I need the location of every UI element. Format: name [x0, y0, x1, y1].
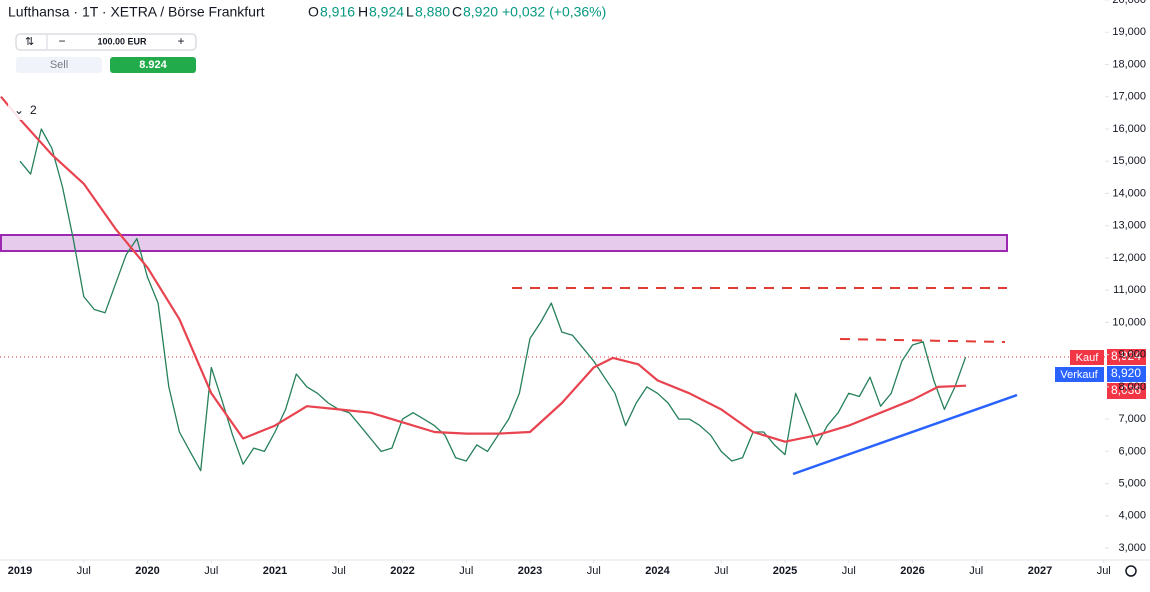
x-tick-label: 2024: [645, 565, 670, 577]
x-tick-label: 2023: [518, 565, 542, 577]
y-tick-label: 6,000: [1118, 445, 1146, 457]
x-tick-label: Jul: [204, 565, 218, 577]
verkauf-badge: [1055, 367, 1104, 382]
settings-icon[interactable]: [1125, 565, 1137, 577]
trend-line: [792, 393, 1018, 476]
x-tick-label: Jul: [714, 565, 728, 577]
x-tick-label: Jul: [459, 565, 473, 577]
indicator-toggle[interactable]: [8, 102, 40, 120]
change: +0,032 (+0,36%): [502, 4, 606, 20]
ohlc-label: O: [308, 4, 319, 20]
y-tick-label: 12,000: [1112, 252, 1146, 264]
x-tick-label: Jul: [969, 565, 983, 577]
price-line: [19, 128, 967, 472]
y-tick-label: 4,000: [1118, 510, 1146, 522]
y-tick-label: 14,000: [1112, 187, 1146, 199]
ohlc-value: 8,924: [369, 4, 404, 20]
moving-average: [0, 95, 967, 443]
x-tick-label: 2021: [263, 565, 287, 577]
quantity-box[interactable]: [15, 33, 197, 51]
y-tick-label: 15,000: [1112, 155, 1146, 167]
x-tick-label: 2020: [135, 565, 159, 577]
ma-value-badge: [1107, 383, 1146, 399]
y-tick-label: 11,000: [1113, 284, 1146, 296]
ohlc-value: 8,920: [463, 4, 498, 20]
x-tick-label: 2027: [1028, 565, 1052, 577]
x-tick-label: Jul: [587, 565, 601, 577]
plus-button[interactable]: +: [177, 34, 184, 48]
x-tick-label: Jul: [842, 565, 856, 577]
kauf-value-badge: [1107, 349, 1146, 365]
y-tick-label: 19,000: [1112, 26, 1146, 38]
verkauf-value: 8,920: [1111, 366, 1141, 380]
y-tick-label: 17,000: [1112, 91, 1146, 103]
resistance-line: [839, 338, 1006, 343]
plot: [0, 95, 967, 472]
y-tick-label: 10,000: [1112, 316, 1146, 328]
y-tick-label: 18,000: [1112, 58, 1146, 70]
y-tick-label: 8,000: [1118, 381, 1146, 393]
y-tick-label: 20,000: [1112, 0, 1146, 6]
ohlc-label: H: [358, 4, 368, 20]
minus-button[interactable]: −: [58, 34, 65, 48]
verkauf-label: Verkauf: [1060, 369, 1098, 381]
ma-value: 8,036: [1111, 383, 1141, 397]
x-tick-label: Jul: [332, 565, 346, 577]
zone-rectangle: [0, 234, 1008, 252]
y-tick-label: 16,000: [1112, 123, 1146, 135]
title: Lufthansa · 1T · XETRA / Börse Frankfurt: [8, 4, 265, 20]
y-tick-label: 7,000: [1118, 413, 1146, 425]
buy-price[interactable]: 8.924: [139, 59, 167, 71]
y-tick-label: 5,000: [1118, 477, 1146, 489]
ohlc-value: 8,916: [320, 4, 355, 20]
sell-label[interactable]: Sell: [50, 59, 68, 71]
kauf-badge: [1070, 350, 1104, 365]
quantity[interactable]: 100.00 EUR: [97, 36, 147, 46]
y-tick-label: 13,000: [1112, 220, 1146, 232]
indicator-chevron[interactable]: ⌄: [14, 103, 24, 117]
ohlc-value: 8,880: [415, 4, 450, 20]
ohlc-label: L: [406, 4, 414, 20]
indicator-count[interactable]: 2: [30, 103, 37, 117]
kauf-label: Kauf: [1076, 352, 1100, 364]
verkauf-value-badge: [1107, 366, 1146, 382]
y-tick-label: 3,000: [1118, 542, 1146, 554]
buy-button[interactable]: [110, 57, 196, 73]
x-tick-label: 2026: [900, 565, 924, 577]
x-tick-label: 2022: [390, 565, 414, 577]
x-tick-label: 2025: [773, 565, 797, 577]
reset-icon[interactable]: ⇅: [25, 36, 34, 48]
y-tick-label: 9,000: [1118, 349, 1146, 361]
kauf-value: 8,924: [1111, 349, 1141, 363]
x-tick-label: Jul: [1097, 565, 1111, 577]
sell-button[interactable]: [16, 57, 102, 73]
x-tick-label: Jul: [77, 565, 91, 577]
x-tick-label: 2019: [8, 565, 32, 577]
ohlc-label: C: [452, 4, 462, 20]
